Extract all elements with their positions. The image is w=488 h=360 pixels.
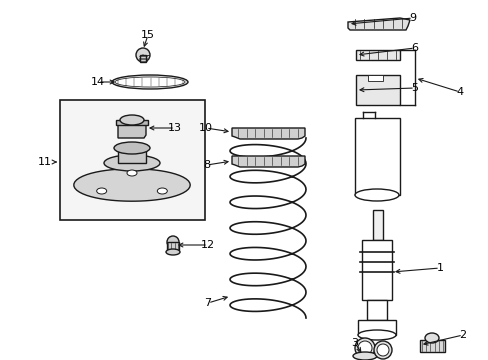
Ellipse shape	[424, 333, 438, 343]
Text: 13: 13	[168, 123, 182, 133]
Polygon shape	[116, 120, 148, 125]
Text: 4: 4	[455, 87, 463, 97]
Text: 12: 12	[201, 240, 215, 250]
Polygon shape	[355, 50, 399, 60]
Bar	[367, 75, 382, 81]
Polygon shape	[354, 118, 399, 195]
Ellipse shape	[115, 77, 184, 87]
Polygon shape	[231, 128, 305, 139]
Ellipse shape	[357, 330, 395, 340]
Text: 9: 9	[408, 13, 416, 23]
Ellipse shape	[354, 189, 398, 201]
Ellipse shape	[352, 352, 376, 360]
Polygon shape	[118, 125, 146, 138]
Ellipse shape	[354, 338, 374, 358]
Polygon shape	[140, 55, 146, 62]
Bar	[60, 100, 204, 220]
Polygon shape	[347, 18, 409, 30]
Ellipse shape	[165, 249, 180, 255]
Ellipse shape	[127, 170, 137, 176]
Polygon shape	[231, 156, 305, 167]
Polygon shape	[357, 320, 395, 335]
Text: 14: 14	[91, 77, 105, 87]
Ellipse shape	[136, 48, 150, 62]
Ellipse shape	[357, 341, 371, 355]
Polygon shape	[419, 340, 444, 352]
Polygon shape	[372, 210, 382, 240]
Ellipse shape	[112, 75, 187, 89]
Text: 3: 3	[351, 338, 358, 348]
Text: 10: 10	[199, 123, 213, 133]
Polygon shape	[167, 242, 179, 250]
Polygon shape	[361, 240, 391, 300]
Ellipse shape	[97, 188, 106, 194]
Ellipse shape	[104, 155, 160, 171]
Text: 11: 11	[38, 157, 52, 167]
Text: 6: 6	[411, 43, 418, 53]
Text: 1: 1	[436, 263, 443, 273]
Text: 8: 8	[203, 160, 210, 170]
Polygon shape	[74, 169, 190, 201]
Ellipse shape	[120, 115, 143, 125]
Ellipse shape	[157, 188, 167, 194]
Polygon shape	[355, 75, 399, 105]
Text: 15: 15	[141, 30, 155, 40]
Polygon shape	[366, 300, 386, 320]
Ellipse shape	[376, 344, 388, 356]
Ellipse shape	[373, 341, 391, 359]
Ellipse shape	[167, 236, 179, 248]
Text: 7: 7	[204, 298, 211, 308]
Text: 2: 2	[459, 330, 466, 340]
Text: 5: 5	[411, 83, 418, 93]
Polygon shape	[118, 148, 146, 163]
Ellipse shape	[114, 142, 150, 154]
